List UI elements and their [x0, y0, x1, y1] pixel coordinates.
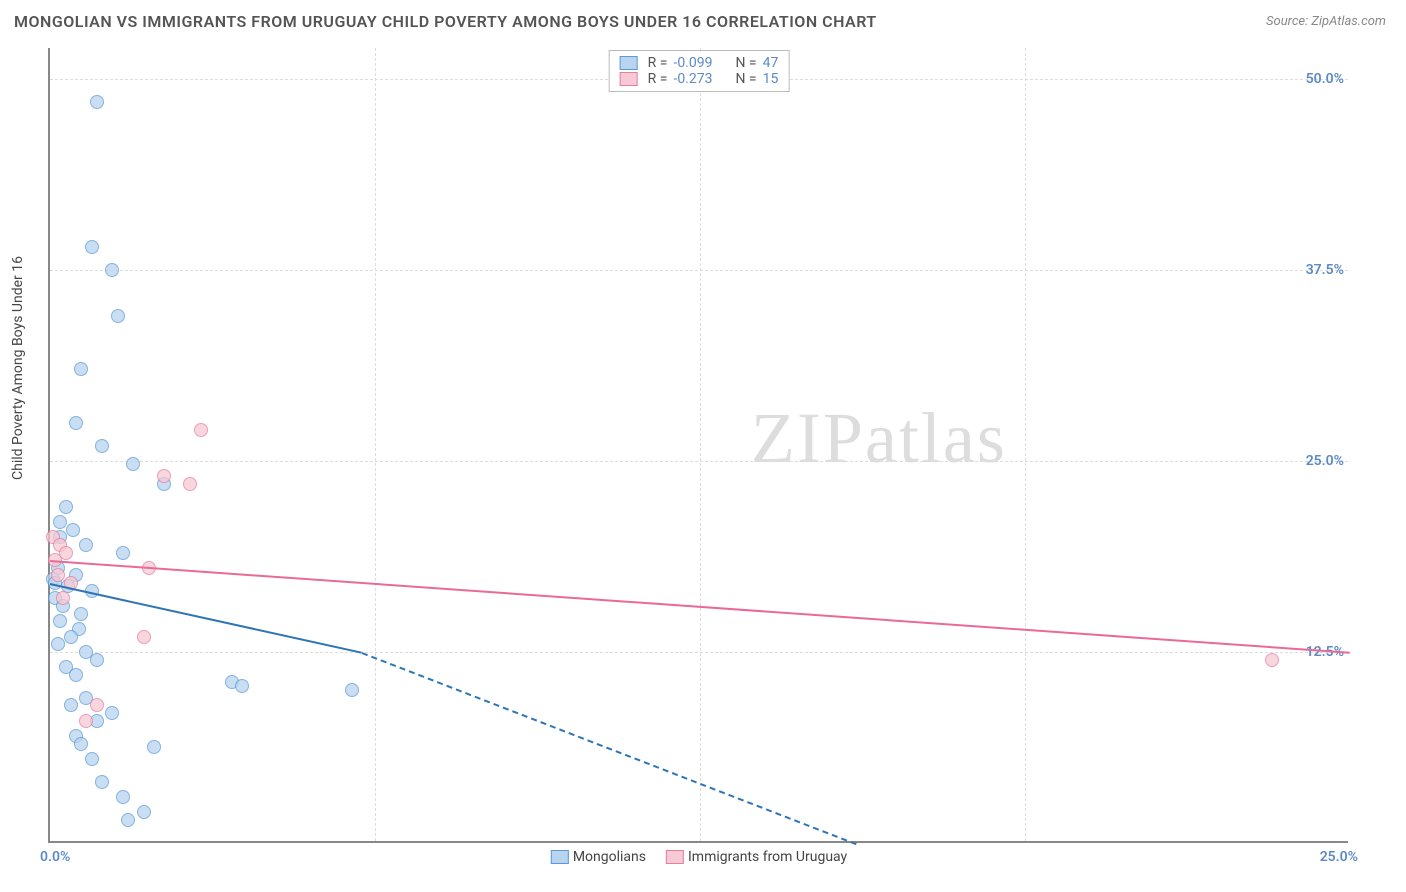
data-point [66, 523, 80, 537]
data-point [1265, 653, 1279, 667]
data-point [53, 614, 67, 628]
source-attribution: Source: ZipAtlas.com [1266, 14, 1386, 29]
data-point [105, 263, 119, 277]
r-value: -0.099 [673, 55, 729, 71]
legend-stats-row: R = -0.099 N = 47 [620, 55, 779, 71]
data-point [137, 630, 151, 644]
trend-line [362, 652, 857, 845]
legend-series: Mongolians Immigrants from Uruguay [551, 849, 847, 865]
data-point [95, 775, 109, 789]
vgridline [700, 48, 701, 841]
x-origin-label: 0.0% [40, 849, 70, 865]
data-point [74, 362, 88, 376]
legend-series-item: Mongolians [551, 849, 646, 865]
data-point [79, 714, 93, 728]
n-label: N = [735, 55, 756, 71]
data-point [95, 439, 109, 453]
data-point [74, 607, 88, 621]
watermark: ZIPatlas [751, 397, 1007, 480]
x-max-label: 25.0% [1320, 849, 1358, 865]
data-point [51, 568, 65, 582]
legend-swatch [666, 850, 684, 864]
data-point [183, 477, 197, 491]
data-point [111, 309, 125, 323]
legend-swatch [620, 56, 638, 70]
data-point [69, 416, 83, 430]
data-point [59, 500, 73, 514]
legend-swatch [620, 72, 638, 86]
trend-line [50, 583, 362, 654]
data-point [345, 683, 359, 697]
r-label: R = [648, 55, 668, 71]
data-point [64, 698, 78, 712]
data-point [53, 515, 67, 529]
data-point [90, 95, 104, 109]
plot-area: ZIPatlas 12.5%25.0%37.5%50.0% R =-0.099N… [48, 48, 1348, 843]
data-point [194, 423, 208, 437]
data-point [90, 653, 104, 667]
gridline [50, 461, 1348, 462]
data-point [90, 698, 104, 712]
data-point [116, 790, 130, 804]
data-point [85, 752, 99, 766]
data-point [116, 546, 130, 560]
n-label: N = [735, 71, 756, 87]
data-point [126, 457, 140, 471]
data-point [79, 538, 93, 552]
n-value: 47 [763, 55, 779, 71]
legend-stats-row: R = -0.273 N = 15 [620, 71, 779, 87]
n-value: 15 [763, 71, 779, 87]
y-axis-label: Child Poverty Among Boys Under 16 [10, 256, 26, 480]
r-label: R = [648, 71, 668, 87]
data-point [235, 679, 249, 693]
data-point [74, 737, 88, 751]
vgridline [375, 48, 376, 841]
data-point [56, 591, 70, 605]
data-point [121, 813, 135, 827]
data-point [69, 668, 83, 682]
legend-label: Immigrants from Uruguay [688, 849, 847, 865]
chart-title: MONGOLIAN VS IMMIGRANTS FROM URUGUAY CHI… [14, 12, 877, 31]
data-point [64, 630, 78, 644]
vgridline [1025, 48, 1026, 841]
r-value: -0.273 [673, 71, 729, 87]
data-point [157, 469, 171, 483]
legend-series-item: Immigrants from Uruguay [666, 849, 847, 865]
data-point [51, 637, 65, 651]
y-tick-label: 50.0% [1306, 71, 1344, 87]
y-tick-label: 37.5% [1306, 262, 1344, 278]
gridline [50, 652, 1348, 653]
data-point [105, 706, 119, 720]
y-tick-label: 25.0% [1306, 453, 1344, 469]
legend-stats: R = -0.099 N = 47 R = -0.273 N = 15 [609, 50, 790, 92]
legend-label: Mongolians [573, 849, 646, 865]
legend-swatch [551, 850, 569, 864]
data-point [85, 240, 99, 254]
data-point [147, 740, 161, 754]
data-point [137, 805, 151, 819]
gridline [50, 270, 1348, 271]
